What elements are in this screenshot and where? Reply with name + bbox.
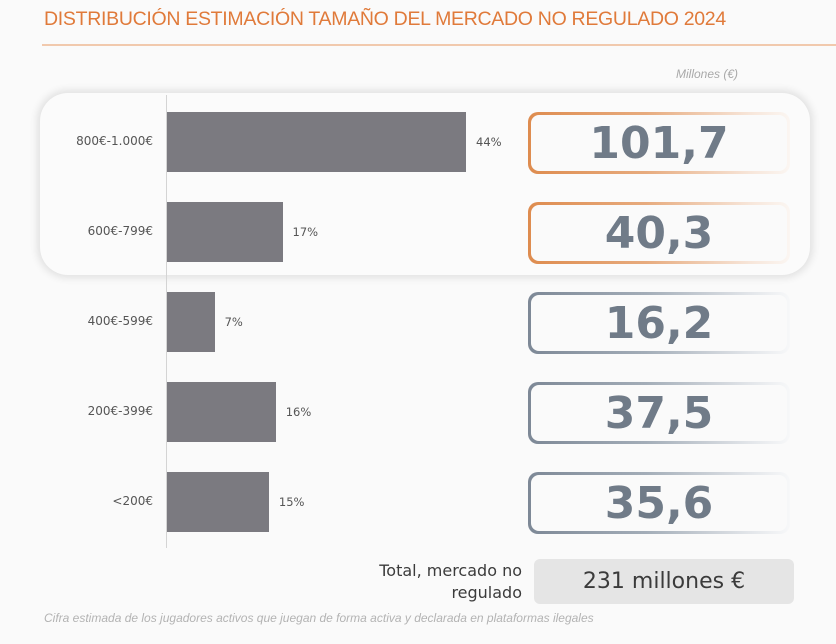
total-label: Total, mercado no regulado <box>379 561 522 602</box>
amount-value: 16,2 <box>531 295 787 351</box>
category-label: 800€-1.000€ <box>76 134 153 148</box>
y-axis-line <box>166 95 167 548</box>
bar <box>167 382 276 442</box>
footnote: Cifra estimada de los jugadores activos … <box>44 611 594 625</box>
bar <box>167 202 283 262</box>
amount-value: 101,7 <box>531 115 787 171</box>
percent-label: 16% <box>285 405 312 419</box>
amount-box: 37,5 <box>528 382 790 444</box>
percent-label: 17% <box>292 225 319 239</box>
unit-label: Millones (€) <box>676 67 739 81</box>
amount-box: 101,7 <box>528 112 790 174</box>
percent-label: 7% <box>224 315 243 329</box>
category-label: 200€-399€ <box>87 404 153 418</box>
amount-value: 37,5 <box>531 385 787 441</box>
amount-box: 40,3 <box>528 202 790 264</box>
amount-value: 35,6 <box>531 475 787 531</box>
chart-title: DISTRIBUCIÓN ESTIMACIÓN TAMAÑO DEL MERCA… <box>44 8 726 30</box>
category-label: <200€ <box>112 494 153 508</box>
amount-box: 35,6 <box>528 472 790 534</box>
category-label: 400€-599€ <box>87 314 153 328</box>
amount-value: 40,3 <box>531 205 787 261</box>
category-label: 600€-799€ <box>87 224 153 238</box>
bar <box>167 472 269 532</box>
percent-label: 44% <box>476 135 502 149</box>
percent-label: 15% <box>278 495 305 509</box>
bar <box>167 112 466 172</box>
title-divider <box>42 44 836 46</box>
total-value: 231 millones € <box>534 559 794 604</box>
amount-box: 16,2 <box>528 292 790 354</box>
bar <box>167 292 215 352</box>
